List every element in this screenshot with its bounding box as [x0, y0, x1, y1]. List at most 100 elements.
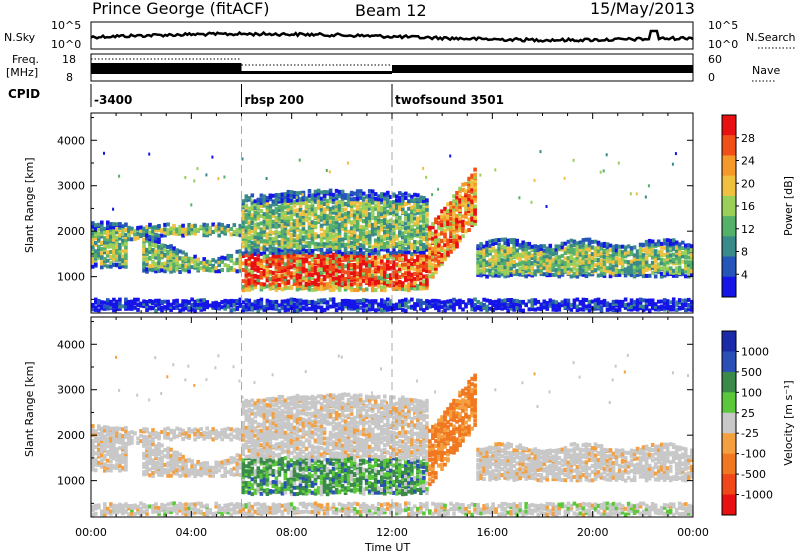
echo-cell — [211, 427, 215, 432]
echo-cell — [202, 465, 206, 470]
echo-cell — [584, 274, 589, 279]
echo-cell — [635, 307, 640, 312]
echo-cell — [346, 244, 351, 249]
echo-cell — [181, 301, 185, 306]
echo-cell — [674, 300, 679, 305]
echo-cell — [611, 305, 616, 310]
echo-cell — [527, 265, 532, 270]
echo-cell — [157, 228, 161, 233]
echo-cell — [301, 210, 306, 214]
echo-cell — [154, 261, 158, 266]
echo-cell — [280, 199, 285, 204]
echo-cell — [310, 193, 315, 198]
echo-cell — [217, 503, 221, 508]
echo-cell — [235, 228, 240, 232]
echo-cell — [322, 298, 327, 303]
echo-cell — [346, 277, 351, 282]
echo-cell — [346, 218, 351, 223]
echo-cell — [178, 464, 182, 469]
echo-cell — [334, 272, 339, 277]
echo-cell — [193, 510, 197, 515]
echo-cell — [419, 218, 423, 223]
echo-cell — [554, 249, 559, 254]
echo-cell — [169, 262, 173, 266]
echo-cell — [307, 189, 312, 193]
echo-cell — [611, 247, 616, 252]
echo-cell — [319, 305, 324, 310]
echo-cell — [491, 246, 495, 251]
echo-cell — [235, 453, 240, 458]
echo-cell — [494, 303, 498, 308]
echo-cell — [395, 251, 399, 256]
echo-cell — [677, 252, 682, 257]
echo-cell — [352, 223, 357, 228]
echo-cell — [422, 279, 426, 284]
echo-cell — [422, 260, 426, 265]
echo-cell — [512, 251, 516, 255]
echo-cell — [599, 267, 604, 272]
echo-cell — [416, 300, 420, 305]
echo-cell — [334, 196, 339, 201]
echo-cell — [352, 249, 357, 253]
echo-cell — [647, 263, 652, 268]
echo-cell — [425, 265, 429, 270]
echo-cell — [638, 297, 643, 302]
echo-cell — [118, 297, 122, 302]
echo-cell — [380, 278, 384, 283]
echo-cell — [401, 201, 405, 206]
echo-cell — [340, 277, 345, 282]
echo-cell — [328, 206, 333, 211]
echo-cell — [370, 263, 375, 268]
echo-cell — [352, 257, 357, 262]
echo-cell — [286, 298, 291, 303]
echo-cell — [455, 302, 459, 307]
echo-cell — [175, 256, 179, 261]
echo-cell — [286, 307, 291, 312]
freq-label-1: Freq. — [12, 53, 39, 66]
echo-cell — [283, 197, 288, 202]
echo-cell — [94, 226, 98, 231]
echo-cell — [175, 248, 179, 253]
echo-cell — [407, 267, 411, 272]
echo-cell — [575, 267, 580, 272]
echo-cell — [160, 233, 164, 238]
echo-cell — [346, 301, 351, 306]
echo-cell — [355, 305, 360, 309]
echo-cell — [449, 224, 453, 229]
echo-cell — [419, 271, 423, 275]
echo-cell — [295, 191, 300, 196]
echo-cell — [407, 245, 411, 250]
echo-cell — [361, 258, 366, 263]
echo-cell — [500, 237, 504, 242]
echo-cell — [145, 252, 149, 256]
echo-cell — [277, 223, 282, 228]
echo-cell — [229, 507, 234, 512]
echo-cell — [349, 285, 354, 290]
echo-cell — [491, 238, 495, 243]
echo-cell — [575, 297, 580, 302]
echo-cell — [349, 247, 354, 252]
echo-cell — [226, 506, 230, 511]
echo-cell — [223, 229, 227, 234]
echo-cell — [512, 247, 516, 252]
echo-cell — [184, 258, 188, 262]
echo-cell — [283, 215, 288, 220]
echo-cell — [259, 200, 264, 205]
echo-cell — [289, 213, 294, 218]
echo-cell — [687, 268, 691, 272]
echo-cell — [292, 194, 297, 199]
echo-cell — [124, 264, 128, 269]
echo-cell — [103, 509, 107, 514]
echo-cell — [142, 249, 146, 254]
echo-cell — [349, 253, 354, 258]
echo-cell — [431, 304, 435, 308]
echo-cell — [268, 299, 273, 304]
echo-cell — [413, 267, 417, 272]
echo-cell — [121, 511, 125, 516]
echo-cell — [214, 303, 218, 308]
echo-cell — [118, 432, 122, 437]
echo-cell — [100, 260, 104, 265]
echo-cell — [109, 435, 113, 440]
echo-cell — [650, 298, 655, 303]
echo-cell — [145, 455, 149, 460]
